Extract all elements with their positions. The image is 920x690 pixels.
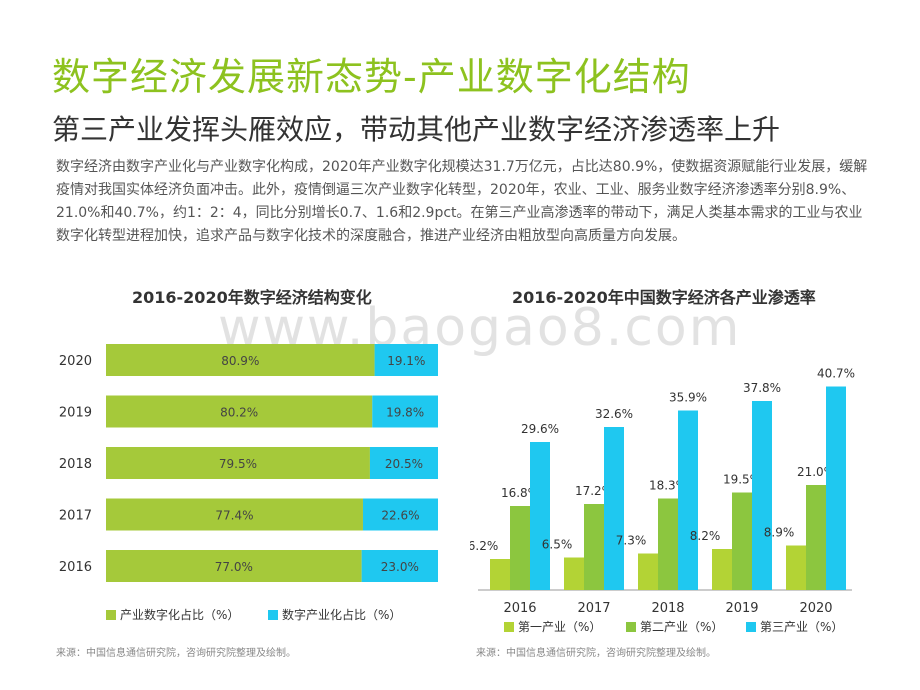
chart2-source: 来源：中国信息通信研究院，咨询研究院整理及绘制。 [476,648,716,659]
bar-series-3 [826,386,846,590]
bar-segment-digital-industrialization [369,447,438,479]
bar-series-2 [584,504,604,590]
legend-label: 数字产业化占比（%） [282,607,401,622]
chart2-title: 2016-2020年中国数字经济各产业渗透率 [512,288,816,307]
data-label: 8.2% [690,529,721,543]
data-label: 77.4% [215,509,253,523]
bar-segment-digital-industrialization [374,344,438,376]
data-label: 19.5% [723,473,761,487]
category-label: 2019 [725,601,758,616]
bar-segment-industry-digitization [106,344,375,376]
bar-series-2 [510,506,530,590]
category-label: 2017 [59,509,92,524]
bar-series-1 [490,559,510,590]
data-label: 16.8% [501,486,539,500]
data-label: 80.2% [220,406,258,420]
data-label: 80.9% [221,354,259,368]
legend-label: 第二产业（%） [640,620,723,634]
legend-swatch [746,622,756,632]
page-title: 数字经济发展新态势-产业数字化结构 [52,55,691,99]
structure-stacked-bar-chart: 2020 80.9% 19.1% 2019 80.2% 19.8% 2018 79.5% 20.… [59,344,438,622]
bar-segment-digital-industrialization [372,395,438,428]
intro-paragraph: 数字经济由数字产业化与产业数字化构成，2020年产业数字化规模达31.7万亿元，… [56,159,868,244]
legend-swatch [504,622,514,632]
data-label: 23.0% [381,560,419,574]
bar-series-1 [564,557,584,590]
legend-swatch [106,610,116,620]
category-label: 2017 [577,601,610,616]
bar-series-3 [752,401,772,590]
legend-label: 第三产业（%） [760,620,843,634]
data-label: 20.5% [385,457,423,471]
data-label: 77.0% [215,560,253,574]
data-label: 22.6% [381,509,419,523]
chart1-source: 来源：中国信息通信研究院，咨询研究院整理及绘制。 [56,648,296,659]
data-label: 19.8% [386,406,424,420]
category-label: 2018 [651,601,684,616]
data-label: 8.9% [764,526,795,540]
bar-segment-industry-digitization [106,447,370,479]
bar-segment-digital-industrialization [361,550,438,582]
bar-series-2 [806,485,826,590]
category-label: 2016 [503,601,536,616]
legend-swatch [268,610,278,620]
data-label: 6.2% [470,539,498,553]
category-label: 2019 [59,406,92,421]
bar-segment-industry-digitization [106,550,362,582]
page-subtitle: 第三产业发挥头雁效应，带动其他产业数字经济渗透率上升 [52,113,781,146]
bar-series-2 [732,492,752,590]
data-label: 29.6% [521,422,559,436]
data-label: 32.6% [595,407,633,421]
legend-swatch [626,622,636,632]
chart1-title: 2016-2020年数字经济结构变化 [132,288,372,307]
data-label: 6.5% [542,538,573,552]
data-label: 18.3% [649,479,687,493]
data-label: 19.1% [387,354,425,368]
bar-segment-digital-industrialization [362,498,438,531]
penetration-bar-chart: 6.2% 16.8% 29.6% 2016 6.5% 17.2% 32.6% 2017 7.3%… [470,367,855,635]
bar-series-1 [712,549,732,590]
data-label: 7.3% [616,534,647,548]
bar-series-1 [786,545,806,590]
data-label: 17.2% [575,484,613,498]
data-label: 37.8% [743,381,781,395]
bar-segment-industry-digitization [106,498,363,531]
category-label: 2020 [799,601,832,616]
bar-series-3 [678,410,698,590]
bar-series-3 [530,442,550,590]
bar-series-2 [658,498,678,590]
data-label: 79.5% [219,457,257,471]
data-label: 40.7% [817,367,855,381]
legend-label: 产业数字化占比（%） [120,607,239,622]
category-label: 2018 [59,457,92,472]
bar-segment-industry-digitization [106,395,373,428]
data-label: 21.0% [797,465,835,479]
category-label: 2016 [59,560,92,575]
bar-series-1 [638,553,658,590]
category-label: 2020 [59,354,92,369]
legend-label: 第一产业（%） [518,620,601,634]
bar-series-3 [604,427,624,590]
data-label: 35.9% [669,391,707,405]
